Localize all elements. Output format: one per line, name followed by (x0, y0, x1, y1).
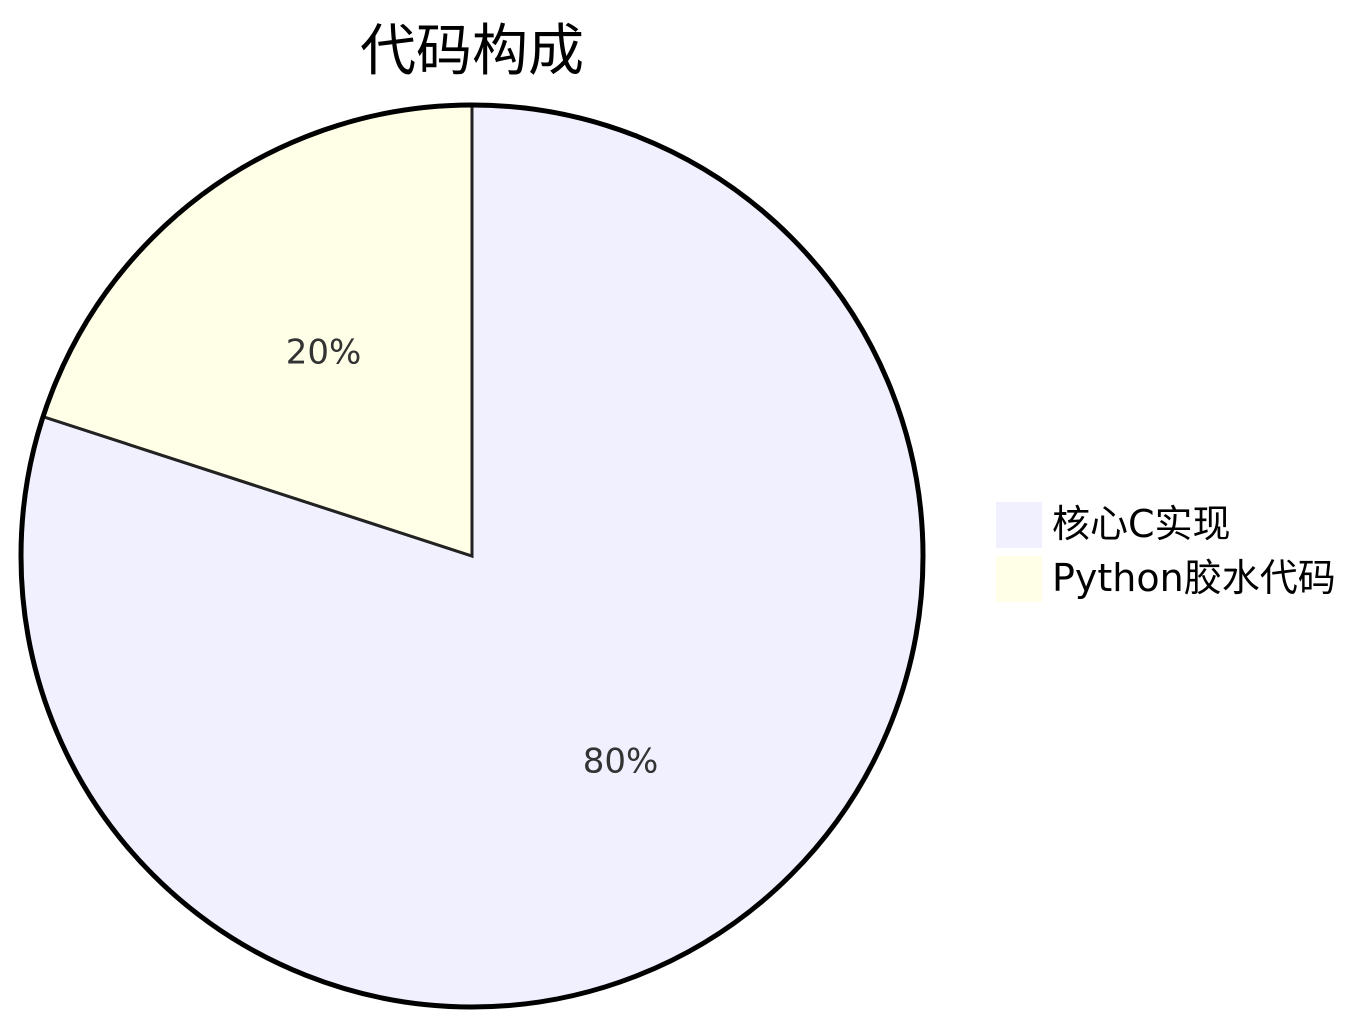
pie-outline (18, 102, 926, 1010)
legend-swatch-2 (996, 556, 1042, 602)
pie-slice-label-2: 20% (286, 333, 362, 373)
legend-label-1: 核心C实现 (1052, 502, 1231, 546)
legend-swatch-1 (996, 502, 1042, 548)
chart-title: 代码构成 (360, 19, 584, 84)
pie-slices (19, 103, 925, 1009)
legend-label-2: Python胶水代码 (1052, 556, 1336, 600)
pie-slice-labels: 80% 20% (286, 333, 659, 782)
pie-slice-label-1: 80% (583, 741, 659, 781)
legend: 核心C实现 Python胶水代码 (996, 502, 1336, 602)
